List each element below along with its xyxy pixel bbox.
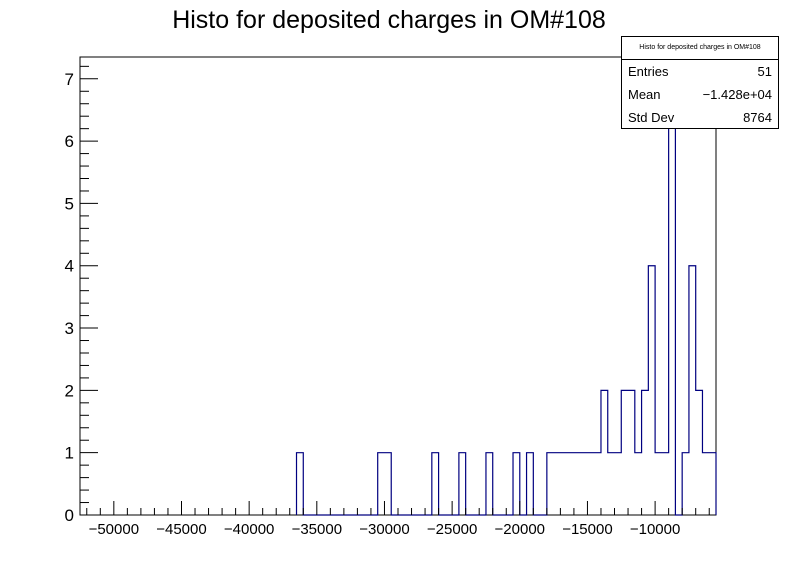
stats-value: 51 <box>757 64 772 79</box>
histogram-bin <box>642 390 649 515</box>
stats-row-entries: Entries 51 <box>622 60 778 83</box>
histogram-bin <box>709 453 716 515</box>
histogram-bin <box>486 453 493 515</box>
histogram-bin <box>594 453 601 515</box>
histogram-bin <box>696 390 703 515</box>
histogram-bin <box>628 390 635 515</box>
x-tick-label: −40000 <box>224 521 274 538</box>
y-tick-label: 7 <box>65 70 74 89</box>
histogram-bin <box>567 453 574 515</box>
histogram-bin <box>587 453 594 515</box>
y-tick-label: 6 <box>65 132 74 151</box>
stats-value: −1.428e+04 <box>702 87 772 102</box>
y-tick-label: 5 <box>65 194 74 213</box>
histogram-bin <box>432 453 439 515</box>
histogram-bin <box>648 266 655 515</box>
histogram-bin <box>682 453 689 515</box>
y-tick-label: 3 <box>65 319 74 338</box>
histogram-bin <box>635 453 642 515</box>
histogram-bin <box>621 390 628 515</box>
stats-row-mean: Mean −1.428e+04 <box>622 83 778 106</box>
histogram-bin <box>459 453 466 515</box>
stats-label: Std Dev <box>628 110 675 125</box>
histogram-bin <box>601 390 608 515</box>
histogram-bin <box>547 453 554 515</box>
histogram-bin <box>384 453 391 515</box>
chart-title: Histo for deposited charges in OM#108 <box>172 6 606 34</box>
histogram-bin <box>702 453 709 515</box>
histogram-bin <box>513 453 520 515</box>
x-tick-label: −15000 <box>562 521 612 538</box>
stats-box-title: Histo for deposited charges in OM#108 <box>622 37 778 60</box>
histogram-bin <box>608 453 615 515</box>
histogram-series-line <box>295 78 717 516</box>
histogram-bin <box>689 266 696 515</box>
x-tick-label: −35000 <box>292 521 342 538</box>
histogram-bin <box>669 79 676 515</box>
x-tick-label: −30000 <box>359 521 409 538</box>
y-tick-label: 0 <box>65 506 74 525</box>
x-tick-label: −25000 <box>427 521 477 538</box>
y-tick-label: 2 <box>65 381 74 400</box>
histogram-bin <box>662 453 669 515</box>
stats-label: Entries <box>628 64 669 79</box>
histogram-bin <box>655 453 662 515</box>
stats-box: Histo for deposited charges in OM#108 En… <box>621 36 779 129</box>
y-tick-label: 1 <box>65 444 74 463</box>
histogram-bin <box>297 453 304 515</box>
stats-row-std-dev: Std Dev 8764 <box>622 106 778 129</box>
histogram-bin <box>560 453 567 515</box>
x-tick-label: −10000 <box>630 521 680 538</box>
y-tick-label: 4 <box>65 257 74 276</box>
histogram-bin <box>554 453 561 515</box>
x-tick-label: −20000 <box>495 521 545 538</box>
histogram-bin <box>574 453 581 515</box>
histogram-bin <box>581 453 588 515</box>
histogram-bin <box>615 453 622 515</box>
stats-value: 8764 <box>743 110 772 125</box>
stats-label: Mean <box>628 87 661 102</box>
histogram-bin <box>527 453 534 515</box>
x-tick-label: −45000 <box>156 521 206 538</box>
x-tick-label: −50000 <box>89 521 139 538</box>
histogram-bin <box>378 453 385 515</box>
